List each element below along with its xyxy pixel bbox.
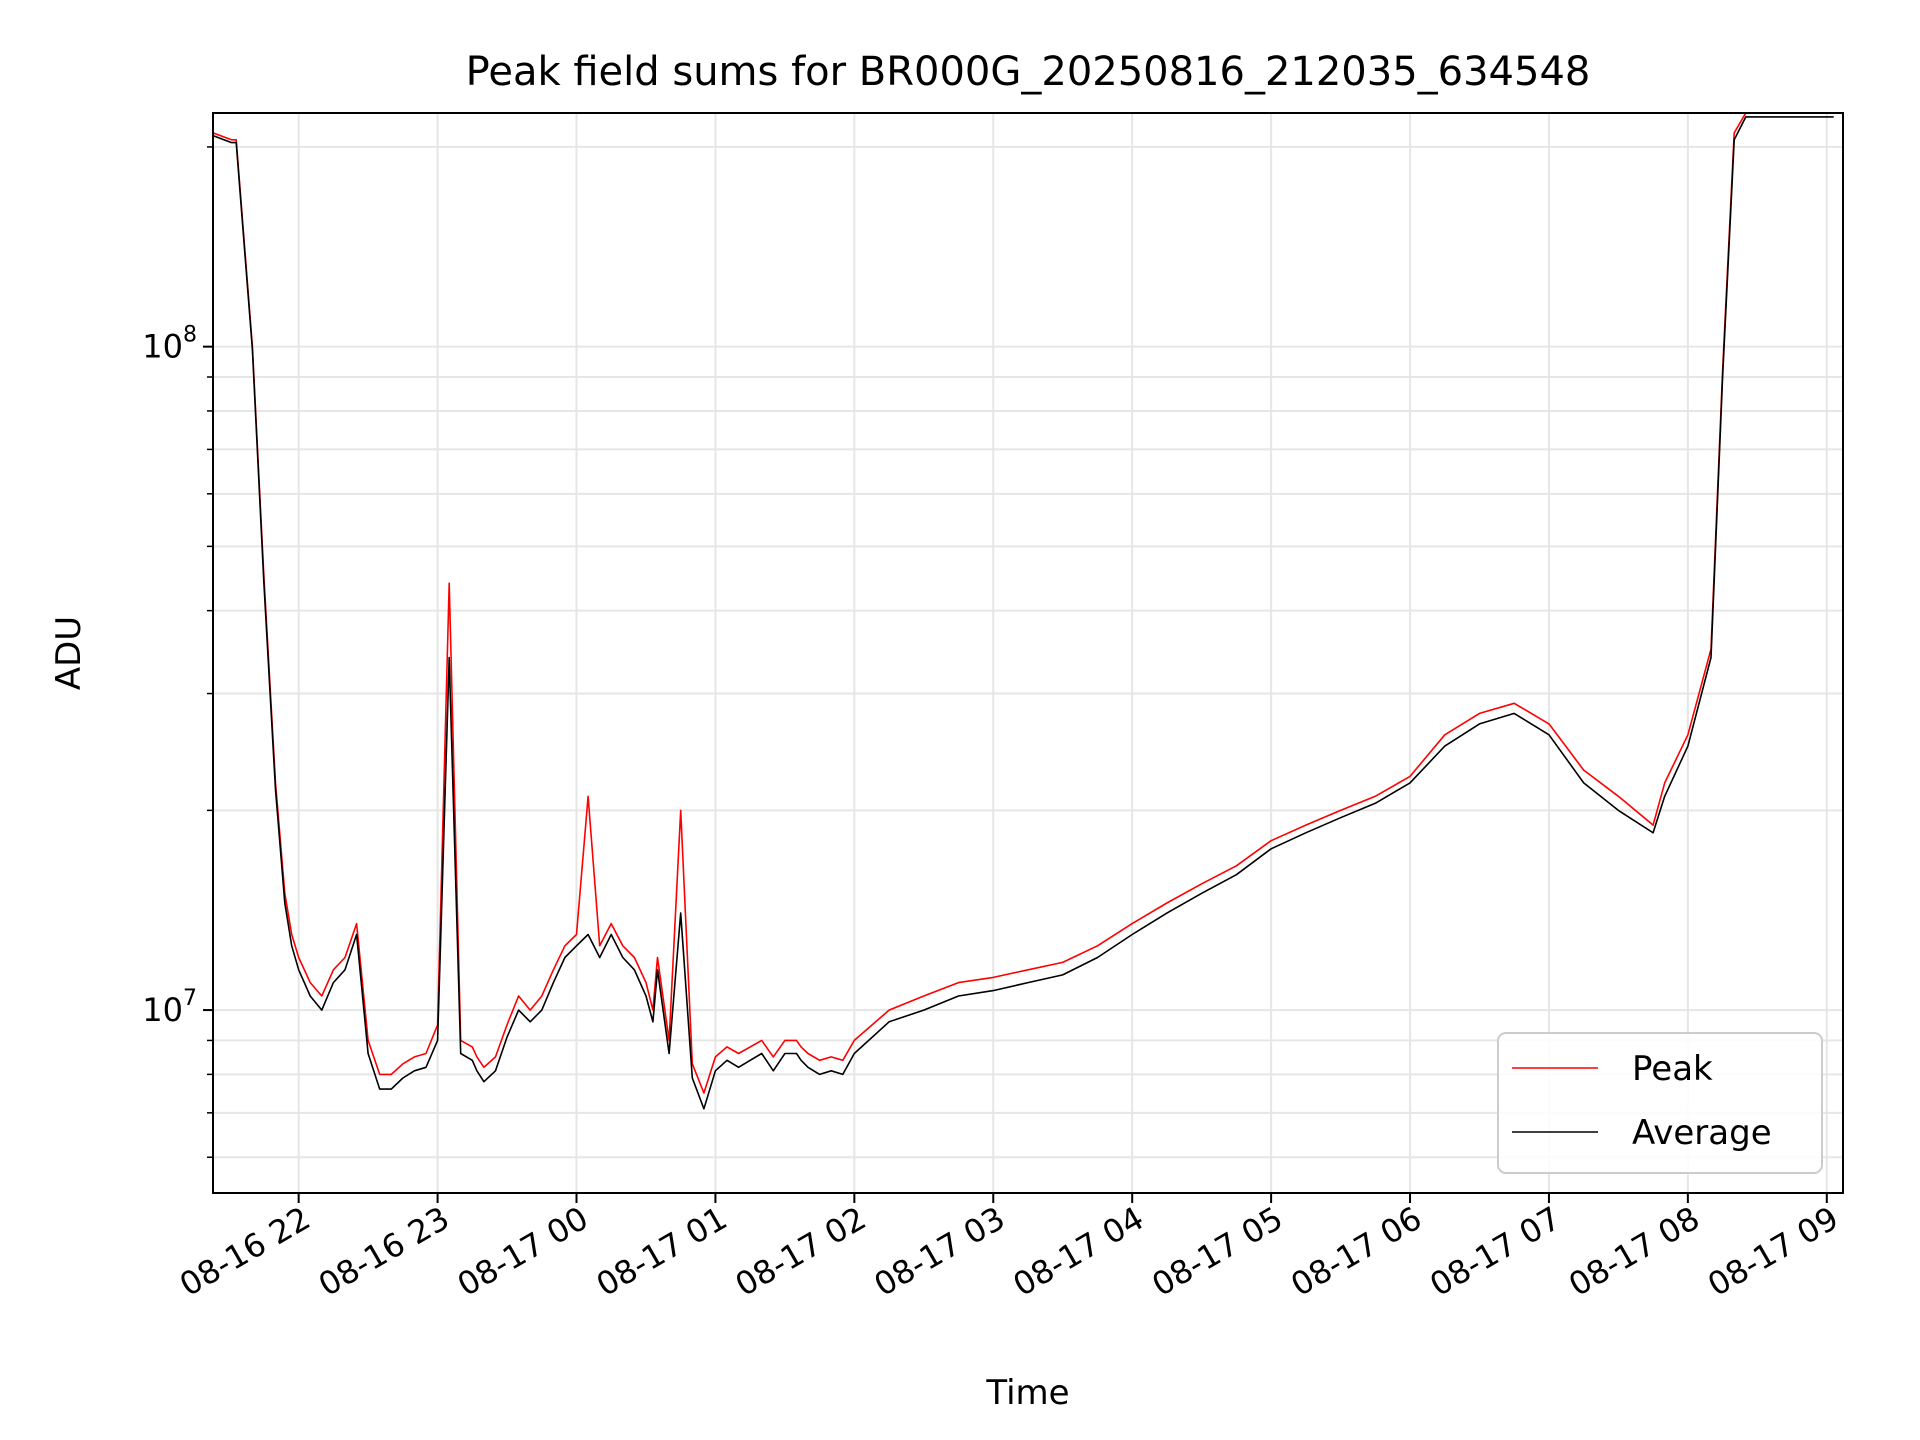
series-line-average	[213, 116, 1834, 1110]
legend: Peak Average	[1497, 1032, 1823, 1174]
x-axis-label: Time	[985, 1373, 1069, 1413]
y-tick-label: 108	[142, 323, 197, 366]
legend-label-average: Average	[1632, 1113, 1772, 1153]
grid	[213, 113, 1843, 1193]
legend-label-peak: Peak	[1632, 1049, 1713, 1089]
y-tick-label-base: 10	[142, 991, 183, 1029]
chart-title: Peak field sums for BR000G_20250816_2120…	[466, 49, 1591, 95]
y-tick-label: 107	[142, 986, 197, 1029]
plot-area	[213, 113, 1834, 1110]
series-line-peak	[213, 113, 1834, 1094]
y-tick-label-exponent: 8	[183, 323, 197, 348]
y-axis-label: ADU	[49, 616, 89, 690]
y-tick-label-exponent: 7	[183, 986, 197, 1011]
y-tick-label-base: 10	[142, 328, 183, 366]
plot-frame	[212, 112, 1844, 1194]
